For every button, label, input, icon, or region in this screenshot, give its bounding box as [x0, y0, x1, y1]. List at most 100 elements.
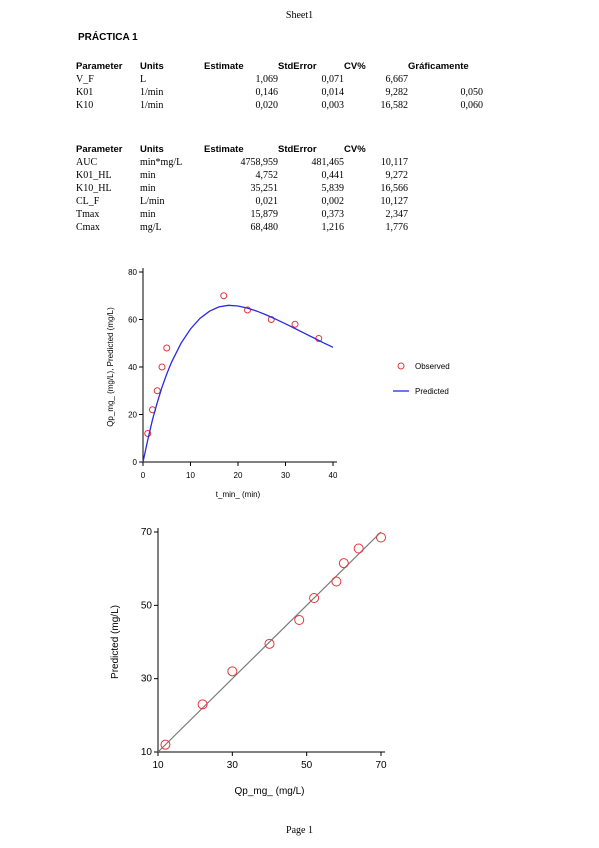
- data-point: [353, 543, 364, 554]
- data-point: [264, 638, 275, 649]
- data-point: [291, 320, 299, 328]
- cell-parameter: Tmax: [76, 209, 100, 220]
- data-point: [244, 306, 251, 314]
- cell-graficamente: [408, 73, 483, 86]
- cell-estimate: 0,020: [255, 100, 279, 111]
- table-row: Tmax min 15,879 0,373 2,347: [76, 208, 408, 221]
- table-row: K10 1/min 0,020 0,003 16,582 0,060: [76, 99, 483, 112]
- y-tick-label: 40: [128, 363, 137, 372]
- concentration-time-chart: 0 10 20 30 40 0 20 40 60 80 t_min_ (min) Qp_mg_ (mg…: [106, 268, 450, 499]
- cell-parameter: AUC: [76, 157, 98, 168]
- y-tick-label: 80: [128, 268, 137, 277]
- cell-parameter: K10: [76, 100, 94, 111]
- cell-estimate: 4758,959: [240, 157, 279, 168]
- page-footer: Page 1: [286, 825, 313, 836]
- data-point: [160, 739, 171, 750]
- table-row: AUC min*mg/L 4758,959 481,465 10,117: [76, 156, 408, 169]
- table-row: K01 1/min 0,146 0,014 9,282 0,050: [76, 86, 483, 99]
- cell-cv: 10,127: [380, 196, 409, 207]
- data-point: [227, 666, 238, 677]
- x-tick-label: 30: [281, 471, 290, 480]
- cell-parameter: K01_HL: [76, 170, 112, 181]
- data-point: [144, 430, 152, 437]
- header-units: Units: [140, 61, 164, 72]
- sheet-title: Sheet1: [285, 10, 314, 21]
- cell-cv: 16,582: [380, 100, 409, 111]
- cell-stderror: 0,071: [321, 74, 345, 85]
- data-point: [338, 558, 349, 569]
- table-row: V_F L 1,069 0,071 6,667: [76, 73, 483, 86]
- cell-cv: 10,117: [380, 157, 408, 168]
- header-parameter: Parameter: [76, 144, 123, 155]
- cell-cv: 2,347: [385, 209, 409, 220]
- table-header-row: Parameter Units Estimate StdError CV% Gr…: [76, 60, 483, 73]
- cell-units: mg/L: [140, 222, 162, 233]
- cell-stderror: 0,441: [321, 170, 345, 181]
- x-tick-label: 50: [301, 760, 313, 771]
- x-tick-label: 70: [375, 760, 387, 771]
- identity-line: [157, 531, 382, 753]
- y-tick-label: 60: [128, 316, 137, 325]
- observed-vs-predicted-chart: 10 30 50 70 10 30 50 70 Qp_mg_ (mg/L) Predicted (…: [110, 527, 387, 797]
- data-point: [163, 344, 171, 352]
- cell-parameter: Cmax: [76, 222, 100, 233]
- header-stderror: StdError: [278, 61, 317, 72]
- x-tick-label: 10: [152, 760, 164, 771]
- cell-parameter: K01: [76, 87, 94, 98]
- data-point: [153, 387, 161, 395]
- cell-units: L/min: [140, 196, 165, 207]
- cell-estimate: 1,069: [255, 74, 279, 85]
- cell-graficamente: 0,060: [460, 100, 484, 111]
- data-point: [309, 593, 320, 603]
- cell-estimate: 0,146: [255, 87, 279, 98]
- cell-cv: 9,272: [385, 170, 409, 181]
- cell-parameter: CL_F: [76, 196, 100, 207]
- cell-units: min*mg/L: [140, 157, 183, 168]
- cell-units: min: [140, 209, 156, 220]
- cell-stderror: 5,839: [321, 183, 345, 194]
- section-title: PRÁCTICA 1: [78, 32, 138, 43]
- cell-stderror: 481,465: [311, 157, 345, 168]
- header-cv: CV%: [344, 144, 366, 155]
- data-point: [158, 363, 166, 371]
- x-tick-label: 0: [141, 471, 146, 480]
- cell-stderror: 1,216: [321, 222, 345, 233]
- y-tick-label: 50: [141, 600, 153, 611]
- cell-units: min: [140, 170, 156, 181]
- x-tick-label: 40: [329, 471, 338, 480]
- cell-units: L: [140, 74, 147, 85]
- predicted-line: [142, 304, 334, 463]
- header-units: Units: [140, 144, 164, 155]
- data-point: [331, 576, 342, 587]
- cell-estimate: 68,480: [250, 222, 279, 233]
- header-cv: CV%: [344, 61, 366, 72]
- table-row: Cmax mg/L 68,480 1,216 1,776: [76, 221, 408, 234]
- y-axis-label: Predicted (mg/L): [110, 605, 121, 679]
- data-point: [220, 292, 228, 300]
- cell-cv: 1,776: [385, 222, 409, 233]
- header-graficamente: Gráficamente: [408, 61, 469, 72]
- cell-units: 1/min: [140, 100, 164, 111]
- cell-parameter: V_F: [76, 74, 94, 85]
- y-tick-label: 70: [141, 527, 153, 538]
- data-point: [376, 532, 386, 543]
- cell-stderror: 0,014: [321, 87, 345, 98]
- cell-estimate: 0,021: [255, 196, 279, 207]
- x-tick-label: 10: [186, 471, 195, 480]
- header-parameter: Parameter: [76, 61, 123, 72]
- x-axis-label: t_min_ (min): [216, 490, 261, 499]
- cell-stderror: 0,003: [321, 100, 345, 111]
- parameter-table-1: Parameter Units Estimate StdError CV% Gr…: [76, 60, 483, 112]
- cell-parameter: K10_HL: [76, 183, 112, 194]
- y-tick-label: 0: [133, 458, 138, 467]
- legend-marker-swatch: [397, 362, 405, 370]
- cell-units: 1/min: [140, 87, 164, 98]
- data-point: [197, 699, 208, 710]
- data-point: [294, 615, 305, 625]
- cell-cv: 9,282: [385, 87, 409, 98]
- x-axis-label: Qp_mg_ (mg/L): [234, 786, 304, 797]
- table-row: K01_HL min 4,752 0,441 9,272: [76, 169, 408, 182]
- y-tick-label: 20: [128, 411, 137, 420]
- y-tick-label: 30: [141, 674, 153, 685]
- cell-cv: 6,667: [385, 74, 409, 85]
